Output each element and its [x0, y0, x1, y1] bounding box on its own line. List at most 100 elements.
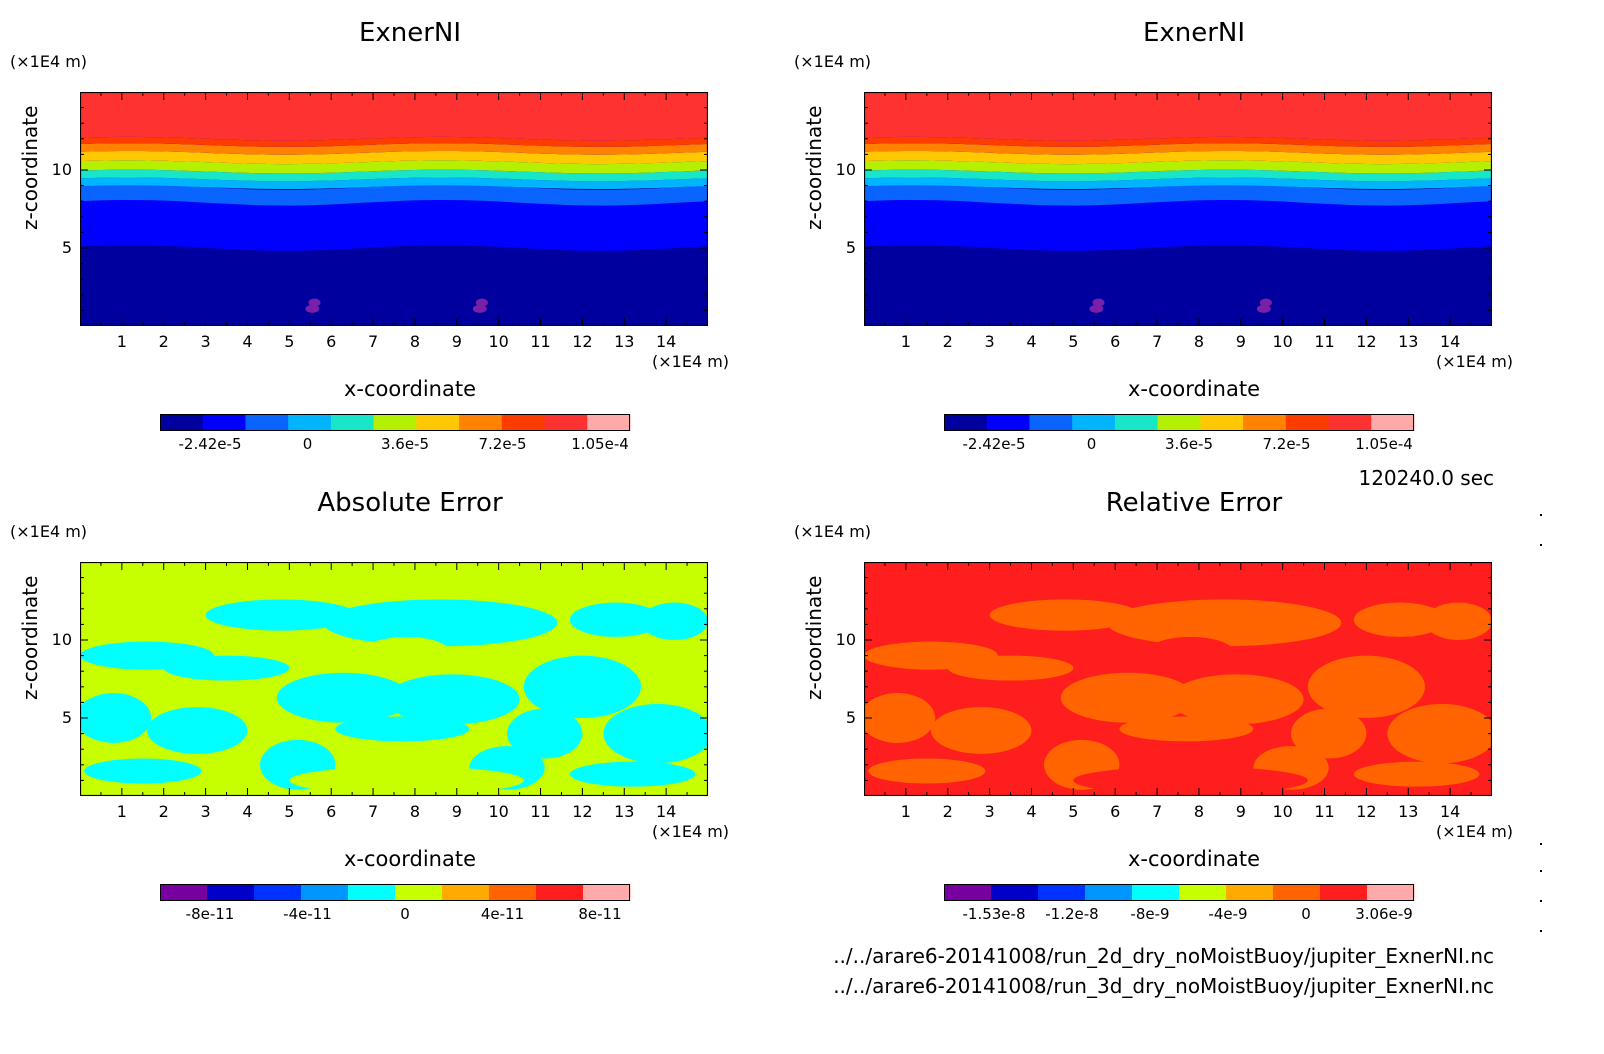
- x-tick-label: 12: [1356, 332, 1377, 351]
- x-tick-label: 3: [200, 332, 211, 351]
- colorbar-cell: [544, 414, 588, 431]
- contour-band: [864, 160, 1492, 174]
- contour-band: [864, 184, 1492, 206]
- contour-region: [947, 655, 1074, 681]
- colorbar-cell: [1328, 414, 1372, 431]
- colorbar-cell: [1285, 414, 1330, 431]
- x-tick-label: 4: [1026, 802, 1037, 821]
- x-tick-label: 12: [572, 802, 593, 821]
- y-axis-label: z-coordinate: [802, 575, 826, 700]
- y-tick-label: 10: [51, 160, 72, 179]
- colorbar: -1.53e-8 -1.2e-8 -8e-9 -4e-9 0 3.06e-9: [944, 884, 1415, 923]
- contour-region: [569, 761, 696, 787]
- x-tick-label: 10: [1272, 802, 1293, 821]
- x-tick-label: 13: [1398, 802, 1419, 821]
- colorbar-tick-label: 1.05e-4: [571, 435, 629, 453]
- x-tick-label: 14: [1439, 802, 1461, 821]
- y-tick-label: 5: [845, 708, 856, 727]
- x-tick-label: 9: [451, 332, 462, 351]
- plot-area: [864, 92, 1492, 326]
- x-tick-label: 7: [367, 802, 379, 821]
- colorbar-cell: [944, 884, 992, 901]
- contour-region: [1106, 599, 1342, 647]
- x-tick-label: 13: [614, 802, 635, 821]
- colorbar-cell: [1038, 884, 1086, 901]
- contour-band: [80, 169, 708, 182]
- colorbar-tick-label: 7.2e-5: [478, 435, 526, 453]
- x-unit-label: (×1E4 m): [652, 822, 730, 841]
- x-tick-label: 4: [242, 332, 253, 351]
- contour-region: [1073, 766, 1308, 795]
- contour-region: [1353, 602, 1446, 637]
- contour-band: [80, 200, 708, 251]
- z-unit-label: (×1E4 m): [794, 52, 872, 71]
- colorbar-cell: [587, 414, 631, 431]
- contour-band: [80, 184, 708, 206]
- colorbar-cell: [501, 414, 546, 431]
- colorbar-tick-label: -8e-9: [1130, 905, 1169, 923]
- x-axis-label: x-coordinate: [343, 847, 476, 871]
- colorbar-tick-label: 0: [1301, 905, 1311, 923]
- contour-band: [864, 136, 1492, 147]
- colorbar-frame: [944, 414, 1414, 431]
- panel-title: Absolute Error: [317, 488, 503, 518]
- colorbar-cell: [373, 414, 417, 431]
- colorbar-cell: [1157, 414, 1201, 431]
- contour-region: [1291, 708, 1367, 759]
- x-tick-label: 8: [409, 332, 421, 351]
- x-tick-label: 11: [530, 802, 551, 821]
- panel-title: Relative Error: [1105, 488, 1283, 518]
- colorbar-cell: [1029, 414, 1073, 431]
- y-tick-label: 10: [51, 630, 72, 649]
- x-tick-label: 14: [1439, 332, 1461, 351]
- colorbar: -8e-11 -4e-11 0 4e-11 8e-11: [160, 884, 631, 923]
- contour-cell: [475, 298, 488, 307]
- contour-band: [864, 151, 1492, 165]
- contour-band: [864, 143, 1492, 155]
- contour-region: [1148, 636, 1233, 665]
- colorbar-cell: [330, 414, 375, 431]
- colorbar-cell: [1320, 884, 1368, 901]
- y-tick-label: 5: [845, 238, 856, 257]
- contour-band: [80, 92, 708, 141]
- colorbar-cell: [1367, 884, 1415, 901]
- colorbar-tick-label: -4e-9: [1208, 905, 1247, 923]
- contour-band: [80, 177, 708, 189]
- y-tick-label: 5: [61, 708, 72, 727]
- contour-band: [80, 143, 708, 155]
- colorbar-cell: [991, 884, 1039, 901]
- contour-cell: [1089, 304, 1104, 313]
- panel-title: ExnerNI: [1142, 18, 1246, 48]
- contour-region: [146, 707, 248, 754]
- x-tick-label: 7: [367, 332, 379, 351]
- y-axis-label: z-coordinate: [18, 575, 42, 700]
- x-unit-label: (×1E4 m): [652, 352, 730, 371]
- colorbar-cell: [1085, 884, 1133, 901]
- y-tick-label: 5: [61, 238, 72, 257]
- time-label: 120240.0 sec: [1358, 466, 1494, 490]
- colorbar-cell: [160, 884, 208, 901]
- contour-region: [364, 636, 449, 665]
- x-axis-label: x-coordinate: [343, 377, 476, 401]
- contour-region: [289, 766, 524, 795]
- x-tick-label: 1: [116, 802, 127, 821]
- x-tick-label: 13: [1398, 332, 1419, 351]
- x-tick-label: 6: [1110, 802, 1121, 821]
- contour-region: [868, 758, 986, 784]
- x-tick-label: 5: [1068, 802, 1079, 821]
- panel-exner-3d: ExnerNI (×1E4 m) z-coordinate (×1E4 m) x…: [784, 0, 1544, 470]
- colorbar-cell: [245, 414, 289, 431]
- y-tick-label: 10: [835, 160, 856, 179]
- colorbar-cell: [1273, 884, 1321, 901]
- colorbar-cell: [160, 414, 204, 431]
- contour-region: [1307, 655, 1426, 718]
- x-tick-label: 10: [488, 332, 509, 351]
- colorbar-cell: [1072, 414, 1116, 431]
- x-tick-label: 10: [488, 802, 509, 821]
- contour-region: [335, 716, 470, 742]
- z-unit-label: (×1E4 m): [10, 52, 88, 71]
- colorbar-tick-label: -2.42e-5: [963, 435, 1026, 453]
- x-tick-label: 2: [158, 802, 169, 821]
- colorbar-cell: [1226, 884, 1274, 901]
- colorbar-tick-label: 3.6e-5: [1165, 435, 1213, 453]
